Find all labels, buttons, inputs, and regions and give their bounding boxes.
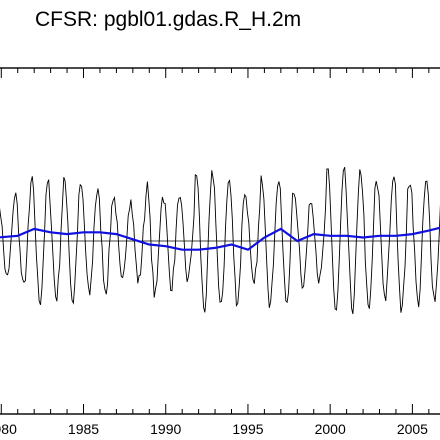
plot-frame	[0, 67, 440, 415]
tick-marks	[0, 68, 430, 414]
x-tick-labels: 1980 1985 1990 1995 2000 2005	[0, 421, 428, 437]
monthly-series-line	[0, 166, 440, 315]
x-tick-label: 2005	[397, 421, 428, 437]
smoothed-series-line	[0, 226, 440, 251]
x-tick-label: 1995	[232, 421, 263, 437]
x-tick-label: 1985	[68, 421, 99, 437]
chart-title: CFSR: pgbl01.gdas.R_H.2m	[35, 8, 301, 31]
x-tick-label: 1990	[150, 421, 181, 437]
x-tick-label: 1980	[0, 421, 17, 437]
x-tick-label: 2000	[315, 421, 346, 437]
